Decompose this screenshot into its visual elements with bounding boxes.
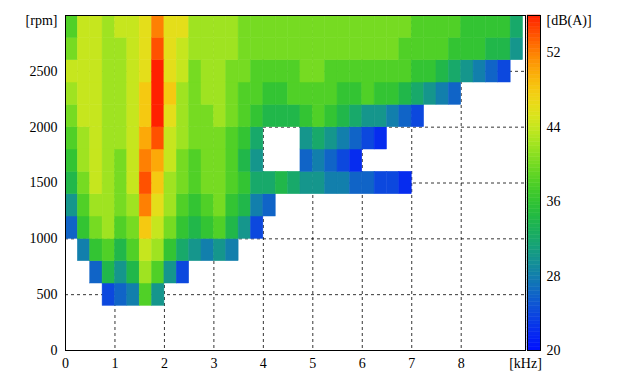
svg-text:2: 2	[161, 356, 168, 371]
svg-text:5: 5	[309, 356, 316, 371]
svg-text:6: 6	[359, 356, 366, 371]
svg-text:500: 500	[37, 287, 58, 302]
svg-text:[rpm]: [rpm]	[26, 13, 58, 28]
svg-text:[kHz]: [kHz]	[509, 356, 542, 371]
svg-text:7: 7	[408, 356, 415, 371]
svg-text:4: 4	[260, 356, 267, 371]
svg-text:8: 8	[458, 356, 465, 371]
svg-text:1500: 1500	[30, 175, 58, 190]
svg-text:28: 28	[547, 269, 561, 284]
svg-text:2000: 2000	[30, 120, 58, 135]
svg-text:44: 44	[547, 120, 561, 135]
svg-text:[dB(A)]: [dB(A)]	[547, 13, 592, 29]
svg-text:52: 52	[547, 45, 561, 60]
svg-text:2500: 2500	[30, 64, 58, 79]
svg-text:0: 0	[51, 343, 58, 358]
svg-text:3: 3	[210, 356, 217, 371]
svg-text:0: 0	[62, 356, 69, 371]
svg-text:20: 20	[547, 343, 561, 358]
svg-text:1000: 1000	[30, 231, 58, 246]
svg-text:1: 1	[111, 356, 118, 371]
svg-text:36: 36	[547, 194, 561, 209]
